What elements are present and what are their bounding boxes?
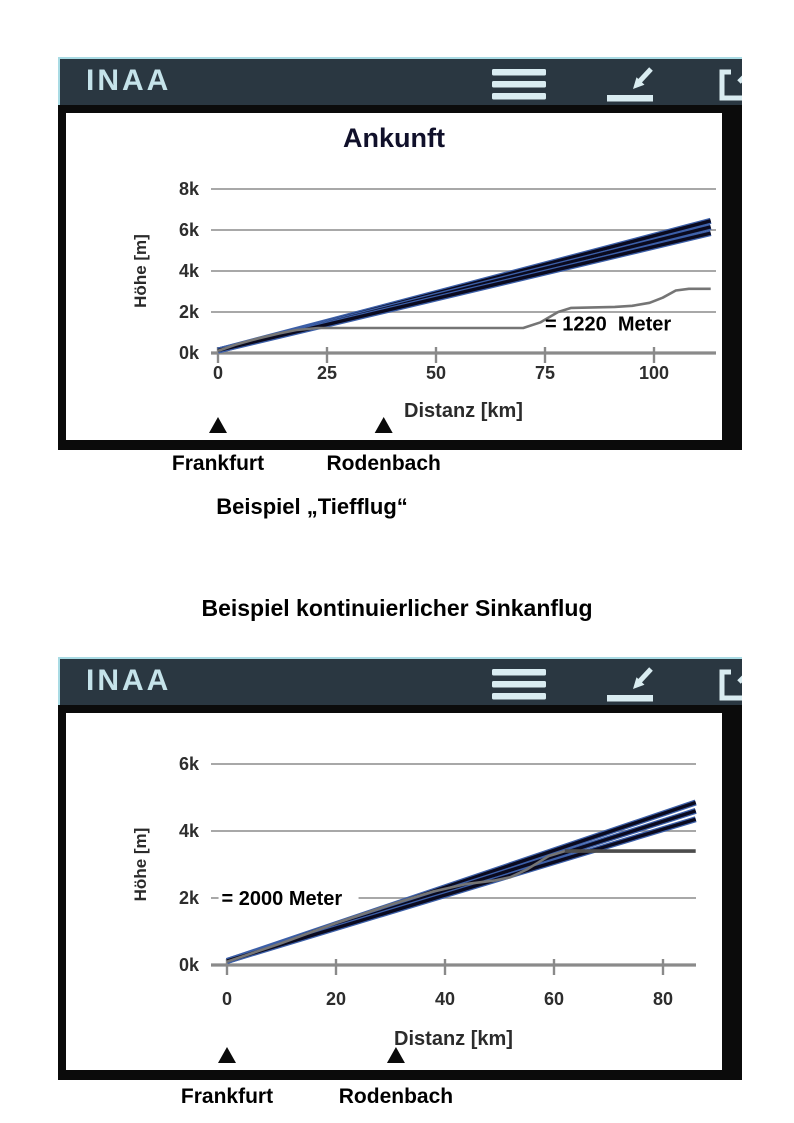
marker-label-frankfurt: Frankfurt bbox=[180, 1085, 274, 1108]
svg-text:0k: 0k bbox=[179, 955, 200, 975]
svg-text:2k: 2k bbox=[179, 888, 200, 908]
chart-frame: 0k 2k 4k 6k 8k 0 25 50 75 100 Ankunft Distanz [km] H… bbox=[58, 105, 742, 450]
svg-text:75: 75 bbox=[535, 363, 555, 383]
external-window-icon[interactable] bbox=[715, 64, 742, 105]
location-triangle bbox=[374, 417, 393, 433]
svg-text:80: 80 bbox=[653, 989, 673, 1009]
app-title: INAA bbox=[86, 64, 172, 97]
marker-label-frankfurt: Frankfurt bbox=[171, 452, 265, 475]
svg-text:2k: 2k bbox=[179, 302, 200, 322]
dock-arrow-icon[interactable] bbox=[605, 666, 657, 705]
location-markers bbox=[209, 417, 393, 433]
series bbox=[217, 217, 712, 354]
altitude-annotation: = 1220 Meter bbox=[545, 313, 671, 335]
dock-arrow-icon-glyph bbox=[607, 667, 653, 702]
svg-text:40: 40 bbox=[435, 989, 455, 1009]
external-window-icon-glyph bbox=[719, 669, 742, 701]
external-window-icon[interactable] bbox=[715, 664, 742, 705]
panel-tiefflug: INAA bbox=[58, 57, 742, 587]
sinkanflug-chart: 0k 2k 4k 6k 0 20 40 60 80 Distanz [km] Höhe [m] = 2… bbox=[131, 754, 697, 1063]
app-header: INAA bbox=[58, 57, 742, 105]
svg-text:0: 0 bbox=[222, 989, 232, 1009]
caption-tiefflug: Beispiel „Tiefflug“ bbox=[216, 494, 408, 519]
menu-icon[interactable] bbox=[492, 68, 546, 103]
grid: 0k 2k 4k 6k 8k 0 25 50 75 100 bbox=[179, 179, 716, 383]
x-axis-label: Distanz [km] bbox=[404, 400, 523, 422]
dock-arrow-icon[interactable] bbox=[605, 66, 657, 105]
x-axis-label: Distanz [km] bbox=[394, 1028, 513, 1050]
svg-text:6k: 6k bbox=[179, 220, 200, 240]
svg-text:60: 60 bbox=[544, 989, 564, 1009]
app-header: INAA bbox=[58, 657, 742, 705]
svg-text:50: 50 bbox=[426, 363, 446, 383]
menu-icon-glyph bbox=[492, 69, 546, 100]
series bbox=[226, 799, 697, 964]
svg-text:100: 100 bbox=[639, 363, 669, 383]
altitude-profile bbox=[217, 287, 711, 353]
svg-text:4k: 4k bbox=[179, 821, 200, 841]
svg-text:0k: 0k bbox=[179, 343, 200, 363]
heading-sinkanflug: Beispiel kontinuierlicher Sinkanflug bbox=[201, 595, 593, 621]
external-window-icon-glyph bbox=[719, 69, 742, 101]
chart-frame: 0k 2k 4k 6k 0 20 40 60 80 Distanz [km] Höhe [m] = 2… bbox=[58, 705, 742, 1080]
altitude-profile bbox=[226, 849, 566, 963]
location-triangle bbox=[218, 1047, 236, 1063]
svg-text:8k: 8k bbox=[179, 179, 200, 199]
svg-text:0: 0 bbox=[213, 363, 223, 383]
y-axis-label: Höhe [m] bbox=[131, 828, 150, 902]
location-triangle bbox=[386, 1047, 405, 1063]
menu-icon[interactable] bbox=[492, 668, 546, 703]
location-triangle bbox=[209, 417, 227, 433]
marker-label-rodenbach: Rodenbach bbox=[326, 452, 441, 475]
dock-arrow-icon-glyph bbox=[607, 67, 653, 102]
panel-sinkanflug: INAA bbox=[58, 657, 742, 1123]
app-title: INAA bbox=[86, 664, 172, 697]
marker-label-rodenbach: Rodenbach bbox=[338, 1085, 454, 1108]
menu-icon-glyph bbox=[492, 669, 546, 700]
grid: 0k 2k 4k 6k 0 20 40 60 80 bbox=[179, 754, 696, 1009]
svg-text:4k: 4k bbox=[179, 261, 200, 281]
altitude-annotation: = 2000 Meter bbox=[222, 888, 343, 910]
location-markers bbox=[218, 1047, 405, 1063]
svg-text:6k: 6k bbox=[179, 754, 200, 774]
y-axis-label: Höhe [m] bbox=[131, 234, 150, 308]
svg-text:20: 20 bbox=[326, 989, 346, 1009]
chart-title: Ankunft bbox=[343, 123, 445, 153]
ankunft-chart: 0k 2k 4k 6k 8k 0 25 50 75 100 Ankunft Distanz [km] H… bbox=[131, 123, 716, 433]
svg-text:25: 25 bbox=[317, 363, 337, 383]
